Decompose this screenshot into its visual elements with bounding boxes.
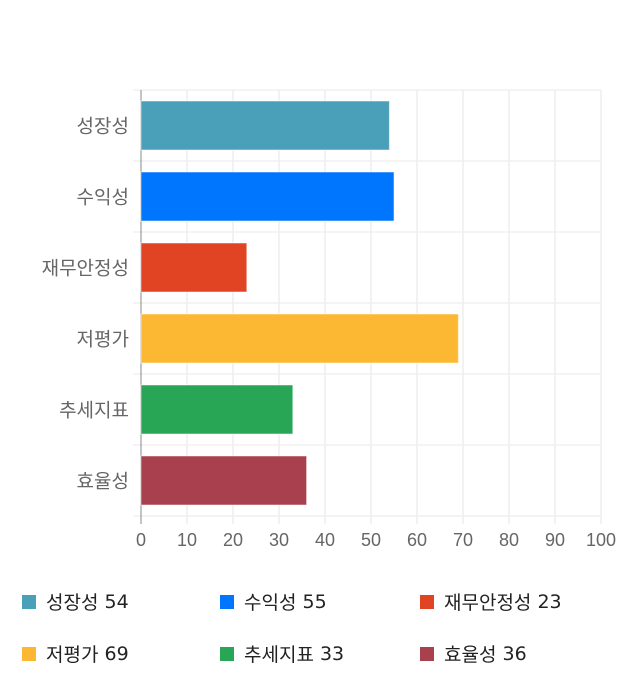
legend-label: 저평가 bbox=[46, 644, 99, 666]
x-tick-label: 90 bbox=[545, 530, 565, 550]
bar bbox=[140, 384, 294, 435]
legend-value: 23 bbox=[537, 590, 562, 613]
legend-label: 성장성 bbox=[46, 592, 99, 614]
x-tick-label: 100 bbox=[586, 530, 616, 550]
x-tick-label: 40 bbox=[315, 530, 335, 550]
y-category-label: 효율성 bbox=[77, 471, 129, 493]
bar bbox=[140, 313, 459, 364]
x-tick-label: 0 bbox=[136, 530, 146, 550]
legend-value: 33 bbox=[319, 642, 345, 665]
legend-swatch bbox=[420, 594, 434, 609]
legend-item: 추세지표 33 bbox=[220, 640, 344, 667]
x-tick-label: 20 bbox=[223, 530, 243, 550]
x-tick-label: 50 bbox=[361, 530, 381, 550]
legend-swatch bbox=[420, 646, 434, 661]
legend-value: 69 bbox=[104, 642, 129, 665]
x-tick-label: 60 bbox=[407, 530, 427, 550]
legend-item: 성장성 54 bbox=[22, 588, 129, 615]
bar bbox=[140, 455, 308, 506]
x-tick-label: 30 bbox=[269, 530, 289, 550]
legend-item: 효율성 36 bbox=[420, 640, 527, 667]
legend-label: 수익성 bbox=[244, 592, 297, 614]
legend-item: 저평가 69 bbox=[22, 640, 129, 667]
legend-label: 재무안정성 bbox=[444, 592, 532, 614]
y-category-label: 재무안정성 bbox=[42, 258, 129, 280]
legend-value: 36 bbox=[502, 642, 527, 665]
legend-value: 55 bbox=[302, 590, 327, 613]
y-category-label: 성장성 bbox=[77, 116, 129, 138]
bar-chart: 0 10 20 30 40 50 60 70 80 90 100 성장성수익성재무안정성저평가추세지표… bbox=[42, 89, 616, 550]
y-category-label: 수익성 bbox=[77, 187, 129, 209]
legend-swatch bbox=[22, 646, 36, 661]
bar bbox=[140, 242, 248, 293]
legend-label: 추세지표 bbox=[244, 644, 314, 666]
y-category-label: 추세지표 bbox=[59, 400, 129, 422]
legend-label: 효율성 bbox=[444, 644, 497, 666]
legend-swatch bbox=[220, 594, 234, 609]
x-tick-label: 70 bbox=[453, 530, 473, 550]
legend-value: 54 bbox=[104, 590, 129, 613]
legend-swatch bbox=[220, 646, 234, 661]
y-category-label: 저평가 bbox=[77, 329, 129, 351]
x-tick-label: 10 bbox=[177, 530, 197, 550]
legend-item: 재무안정성 23 bbox=[420, 588, 562, 615]
bar bbox=[140, 171, 395, 222]
x-tick-label: 80 bbox=[499, 530, 519, 550]
legend-item: 수익성 55 bbox=[220, 588, 327, 615]
bar bbox=[140, 100, 390, 151]
legend-swatch bbox=[22, 594, 36, 609]
